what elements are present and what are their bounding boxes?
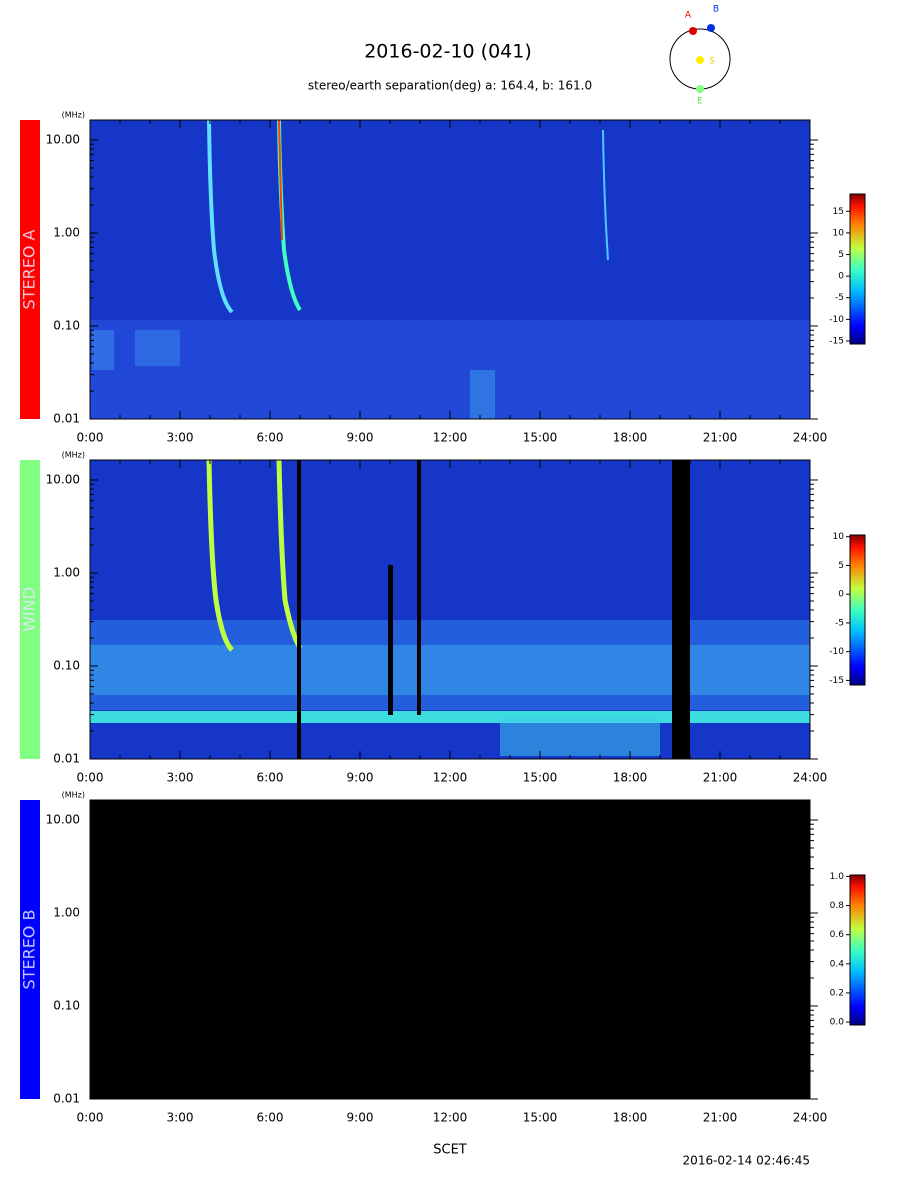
timestamp: 2016-02-14 02:46:45 [683,1154,810,1168]
y-tick-label: 0.10 [53,998,80,1012]
colorbar-tick-label: 0.8 [830,901,845,911]
y-tick-label: 0.10 [53,658,80,672]
colorbar-tick-label: -15 [829,336,844,346]
y-tick-label: 10.00 [46,812,80,826]
stereo-b-position [707,24,715,32]
x-tick-label: 0:00 [77,771,104,785]
panel-label-bar [20,460,40,759]
colorbar-tick-label: 0.6 [830,930,845,940]
x-tick-label: 24:00 [793,1111,828,1125]
panel-label-bar [20,120,40,419]
colorbar-tick-label: 5 [838,561,844,571]
y-unit: (MHz) [62,451,85,460]
y-tick-label: 1.00 [53,225,80,239]
y-tick-label: 1.00 [53,905,80,919]
x-tick-label: 3:00 [167,1111,194,1125]
orbit-label: A [685,11,692,21]
colorbar-tick-label: 0.0 [830,1018,845,1028]
title: 2016-02-10 (041) [364,41,532,63]
x-tick-label: 15:00 [523,1111,558,1125]
colorbar-tick-label: 0 [838,272,844,282]
x-tick-label: 9:00 [347,1111,374,1125]
x-tick-label: 21:00 [703,771,738,785]
colorbar-tick-label: -10 [829,315,844,325]
spectrogram-background [90,800,810,1099]
panel-label: STEREO A [20,230,39,310]
x-tick-label: 3:00 [167,771,194,785]
spectrogram-texture [90,119,810,759]
colorbar-tick-label: 10 [833,532,845,542]
x-tick-label: 18:00 [613,771,648,785]
x-axis-label: SCET [433,1143,467,1158]
y-tick-label: 0.01 [53,752,80,766]
stereo-a-position [689,27,697,35]
backgrounds [90,120,810,1099]
x-tick-label: 0:00 [77,1111,104,1125]
colorbar [849,534,866,686]
x-tick-label: 15:00 [523,431,558,445]
sun-position [696,56,704,64]
x-tick-label: 6:00 [257,1111,284,1125]
y-tick-label: 10.00 [46,472,80,486]
y-tick-label: 0.01 [53,412,80,426]
x-tick-label: 24:00 [793,431,828,445]
colorbar [849,874,866,1026]
x-tick-label: 12:00 [433,1111,468,1125]
colorbar-tick-label: 0.4 [830,959,845,969]
colorbar-tick-label: 15 [833,207,844,217]
orbit-label: E [697,97,703,107]
x-tick-label: 12:00 [433,431,468,445]
x-tick-label: 0:00 [77,431,104,445]
colorbar-tick-label: 5 [838,250,844,260]
x-tick-label: 21:00 [703,431,738,445]
panel-label: WIND [20,587,39,632]
x-tick-label: 15:00 [523,771,558,785]
x-tick-label: 9:00 [347,771,374,785]
colorbar-tick-label: 1.0 [830,872,845,882]
subtitle: stereo/earth separation(deg) a: 164.4, b… [308,79,592,93]
colorbar [849,193,866,345]
y-tick-label: 1.00 [53,565,80,579]
x-tick-label: 6:00 [257,431,284,445]
panel-label-bar [20,800,40,1099]
y-tick-label: 0.01 [53,1092,80,1106]
orbit-label: S [709,57,715,67]
x-tick-label: 6:00 [257,771,284,785]
colorbar-tick-label: 0 [838,590,844,600]
x-tick-label: 9:00 [347,431,374,445]
earth-position [696,85,704,93]
colorbar-tick-label: -15 [829,676,844,686]
x-tick-label: 12:00 [433,771,468,785]
colorbar-tick-label: -10 [829,647,844,657]
panel-label: STEREO B [20,910,39,990]
colorbar-tick-label: 10 [833,228,845,238]
y-tick-label: 10.00 [46,132,80,146]
x-tick-label: 21:00 [703,1111,738,1125]
colorbar-tick-label: 0.2 [830,988,844,998]
x-tick-label: 24:00 [793,771,828,785]
y-tick-label: 0.10 [53,318,80,332]
x-tick-label: 18:00 [613,1111,648,1125]
orbit-label: B [713,5,719,15]
y-unit: (MHz) [62,111,85,120]
colorbar-tick-label: -5 [835,293,844,303]
colorbar-tick-label: -5 [835,618,844,628]
x-tick-label: 3:00 [167,431,194,445]
axes: 2016-02-10 (041) stereo/earth separation… [20,5,866,1168]
y-unit: (MHz) [62,791,85,800]
x-tick-label: 18:00 [613,431,648,445]
